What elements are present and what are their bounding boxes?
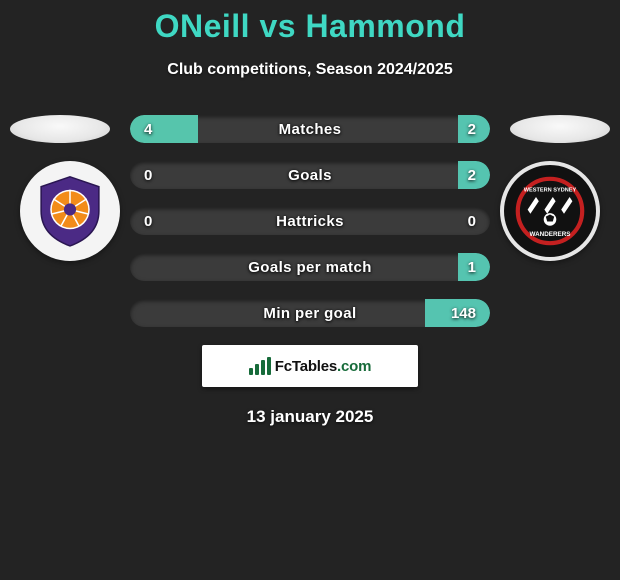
comparison-chart: WESTERN SYDNEY WANDERERS 42Matches 02Goal… [0,115,620,327]
team1-logo [20,161,120,261]
team2-logo: WESTERN SYDNEY WANDERERS [500,161,600,261]
date-text: 13 january 2025 [0,407,620,427]
stat-label: Matches [130,115,490,143]
stat-row: 1Goals per match [130,253,490,281]
subtitle: Club competitions, Season 2024/2025 [0,61,620,79]
player1-head-silhouette [10,115,110,143]
perth-glory-icon [32,173,108,249]
stat-row: 42Matches [130,115,490,143]
brand-suffix: .com [337,358,371,375]
stat-row: 148Min per goal [130,299,490,327]
stat-label: Hattricks [130,207,490,235]
brand-name: FcTables [275,358,337,375]
player2-head-silhouette [510,115,610,143]
svg-text:WANDERERS: WANDERERS [530,231,571,238]
stat-bars: 42Matches 02Goals 00Hattricks 1Goals per ma… [130,115,490,327]
brand-text: FcTables.com [275,358,372,375]
bar-chart-icon [249,357,271,375]
stat-row: 02Goals [130,161,490,189]
wanderers-icon: WESTERN SYDNEY WANDERERS [515,176,585,246]
player1-name: ONeill [155,8,250,44]
stat-label: Goals [130,161,490,189]
page-title: ONeill vs Hammond [0,8,620,45]
vs-text: vs [259,8,296,44]
stat-label: Min per goal [130,299,490,327]
svg-text:WESTERN SYDNEY: WESTERN SYDNEY [524,187,577,193]
player2-name: Hammond [305,8,465,44]
stat-label: Goals per match [130,253,490,281]
brand-logo: FcTables.com [202,345,418,387]
stat-row: 00Hattricks [130,207,490,235]
